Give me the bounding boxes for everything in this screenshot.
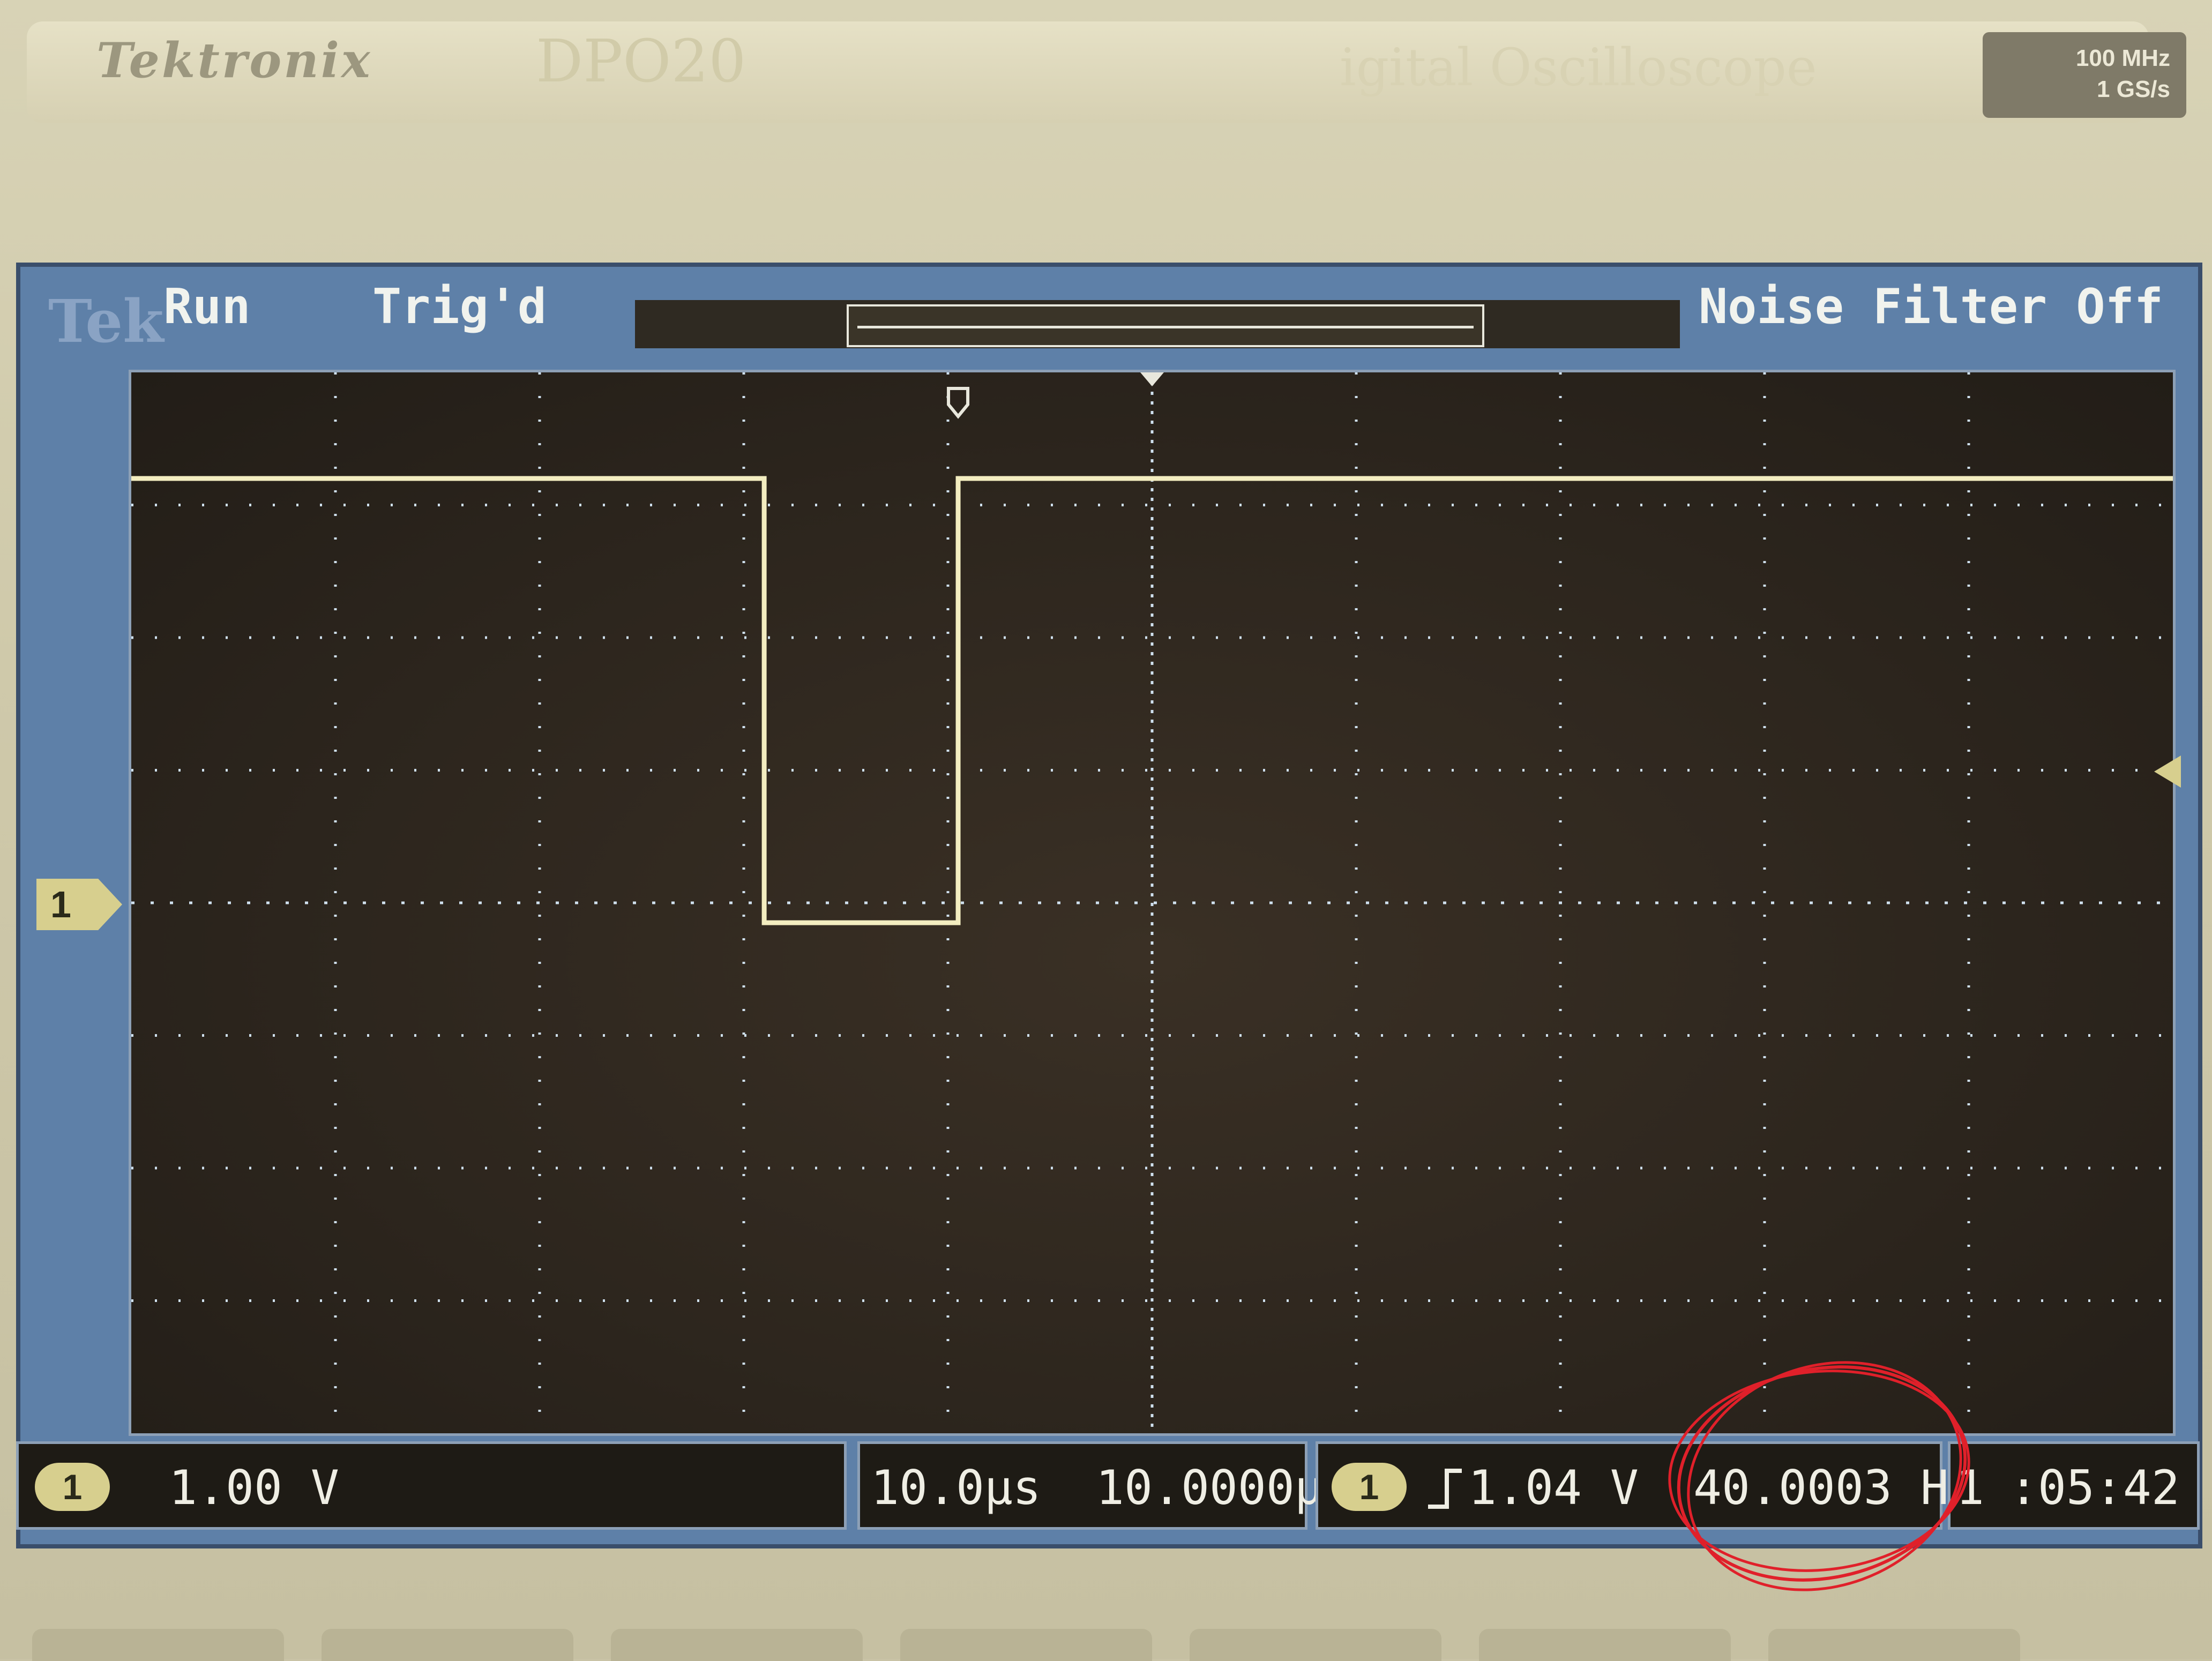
rising-edge-icon [1425,1465,1463,1521]
soft-button-7[interactable] [1768,1629,2020,1661]
channel-1-badge: 1 [35,1463,110,1511]
soft-button-2[interactable] [322,1629,573,1661]
timebase-readout[interactable]: 10.0μs 10.0000μs [857,1441,1351,1530]
trigger-frequency: 40.0003 Hz [1693,1460,1977,1515]
soft-button-5[interactable] [1190,1629,1441,1661]
volts-per-div: 1.00 V [169,1460,339,1515]
trigger-level-marker[interactable] [2154,755,2181,788]
soft-button-1[interactable] [32,1629,284,1661]
trigger-readout[interactable]: 1 1.04 V 40.0003 Hz [1316,1441,1977,1530]
soft-button-6[interactable] [1479,1629,1731,1661]
trigger-level: 1.04 V [1468,1460,1639,1515]
acquisition-status: Run [163,279,251,335]
brand-logo: Tektronix [96,32,372,89]
trigger-point-icon [947,387,970,419]
brand-panel [27,21,2149,123]
record-trace-preview [857,326,1474,328]
channel-readout[interactable]: 1 1.00 V [16,1441,847,1530]
clock-readout: 1 :05:42 [1948,1441,2200,1530]
channel-1-trace [131,476,2173,925]
spec-sample-rate: 1 GS/s [2097,76,2170,102]
time-per-div: 10.0μs [871,1460,1041,1515]
graticule-svg [131,372,2173,1433]
noise-filter-status: Noise Filter Off [1699,279,2163,335]
soft-button-3[interactable] [611,1629,863,1661]
model-label: DPO20 [536,27,746,95]
tek-logo: Tek [48,287,164,356]
graticule [129,370,2176,1436]
clock-time-rest: :05:42 [2009,1460,2180,1515]
trigger-status: Trig'd [372,279,547,335]
trigger-position-marker [1140,372,1164,386]
horizontal-delay: 10.0000μs [1096,1460,1351,1515]
red-annotation-circle [1668,1361,1970,1591]
trigger-source-badge: 1 [1332,1463,1407,1511]
model-subtitle: igital Oscilloscope [1340,38,1817,98]
spec-badge: 100 MHz 1 GS/s [1983,32,2186,118]
soft-button-4[interactable] [900,1629,1152,1661]
spec-bandwidth: 100 MHz [2075,45,2170,71]
